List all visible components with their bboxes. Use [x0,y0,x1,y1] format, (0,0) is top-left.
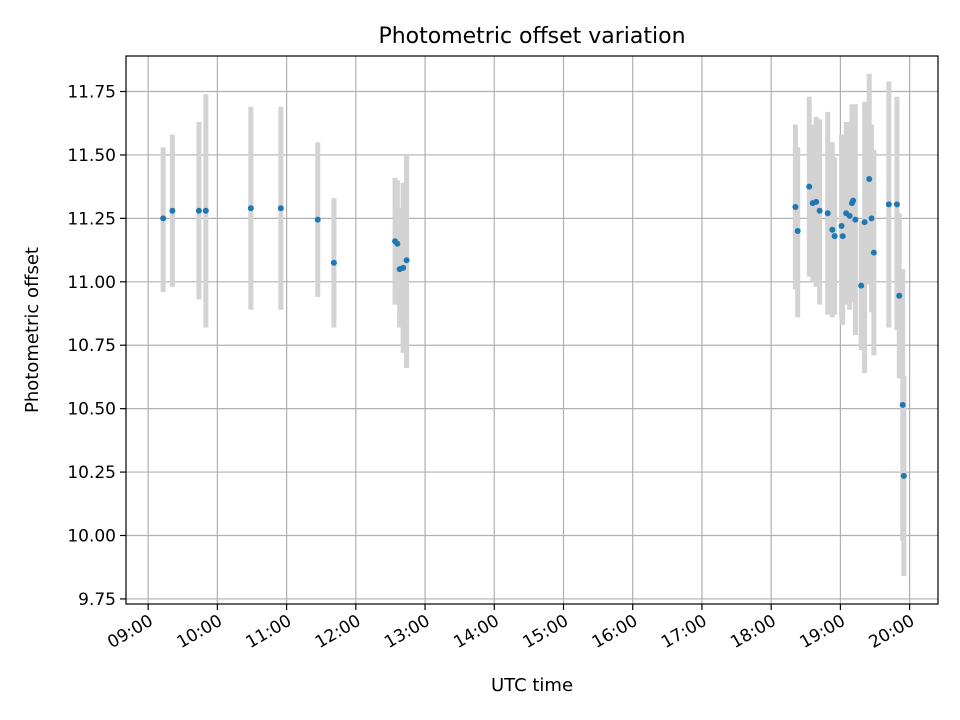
y-tick-label: 10.25 [67,463,116,483]
data-point [852,216,859,223]
chart-title: Photometric offset variation [378,24,685,49]
data-point [277,205,284,212]
data-point [394,240,401,247]
plot-frame [125,55,939,605]
data-point [870,249,877,256]
data-point [169,207,176,214]
y-tick-label: 11.75 [67,83,116,103]
data-point [868,215,875,222]
data-point [247,205,254,212]
data-point [829,226,836,233]
data-point [813,198,820,205]
y-tick-label: 11.25 [67,209,116,229]
data-point [850,197,857,204]
data-point [838,222,845,229]
y-axis-ticks: 9.75 10.00 10.25 10.50 10.75 11.00 11.25 11.50 1… [67,83,126,610]
data-point [794,228,801,235]
data-point [202,207,209,214]
y-tick-label: 10.50 [67,400,116,420]
grid-lines [126,56,938,604]
y-tick-label: 11.00 [67,273,116,293]
data-point [885,201,892,208]
data-point [893,201,900,208]
data-point [816,207,823,214]
data-point [330,259,337,266]
data-point [403,257,410,264]
y-axis-label: Photometric offset [22,247,43,413]
x-axis-label: UTC time [491,675,573,696]
data-point [314,216,321,223]
data-point [839,233,846,240]
data-point [831,233,838,240]
data-point [400,264,407,271]
y-tick-label: 9.75 [78,590,116,610]
data-point [824,210,831,217]
data-point [160,215,167,222]
data-point [861,219,868,226]
y-tick-label: 10.75 [67,336,116,356]
data-point [195,207,202,214]
data-point [858,282,865,289]
data-point [846,212,853,219]
data-point [896,292,903,299]
y-tick-label: 10.00 [67,527,116,547]
data-point [866,176,873,183]
data-point [806,183,813,190]
y-tick-label: 11.50 [67,146,116,166]
data-point [899,401,906,408]
data-points [160,176,907,479]
data-point [900,472,907,479]
data-point [792,203,799,210]
